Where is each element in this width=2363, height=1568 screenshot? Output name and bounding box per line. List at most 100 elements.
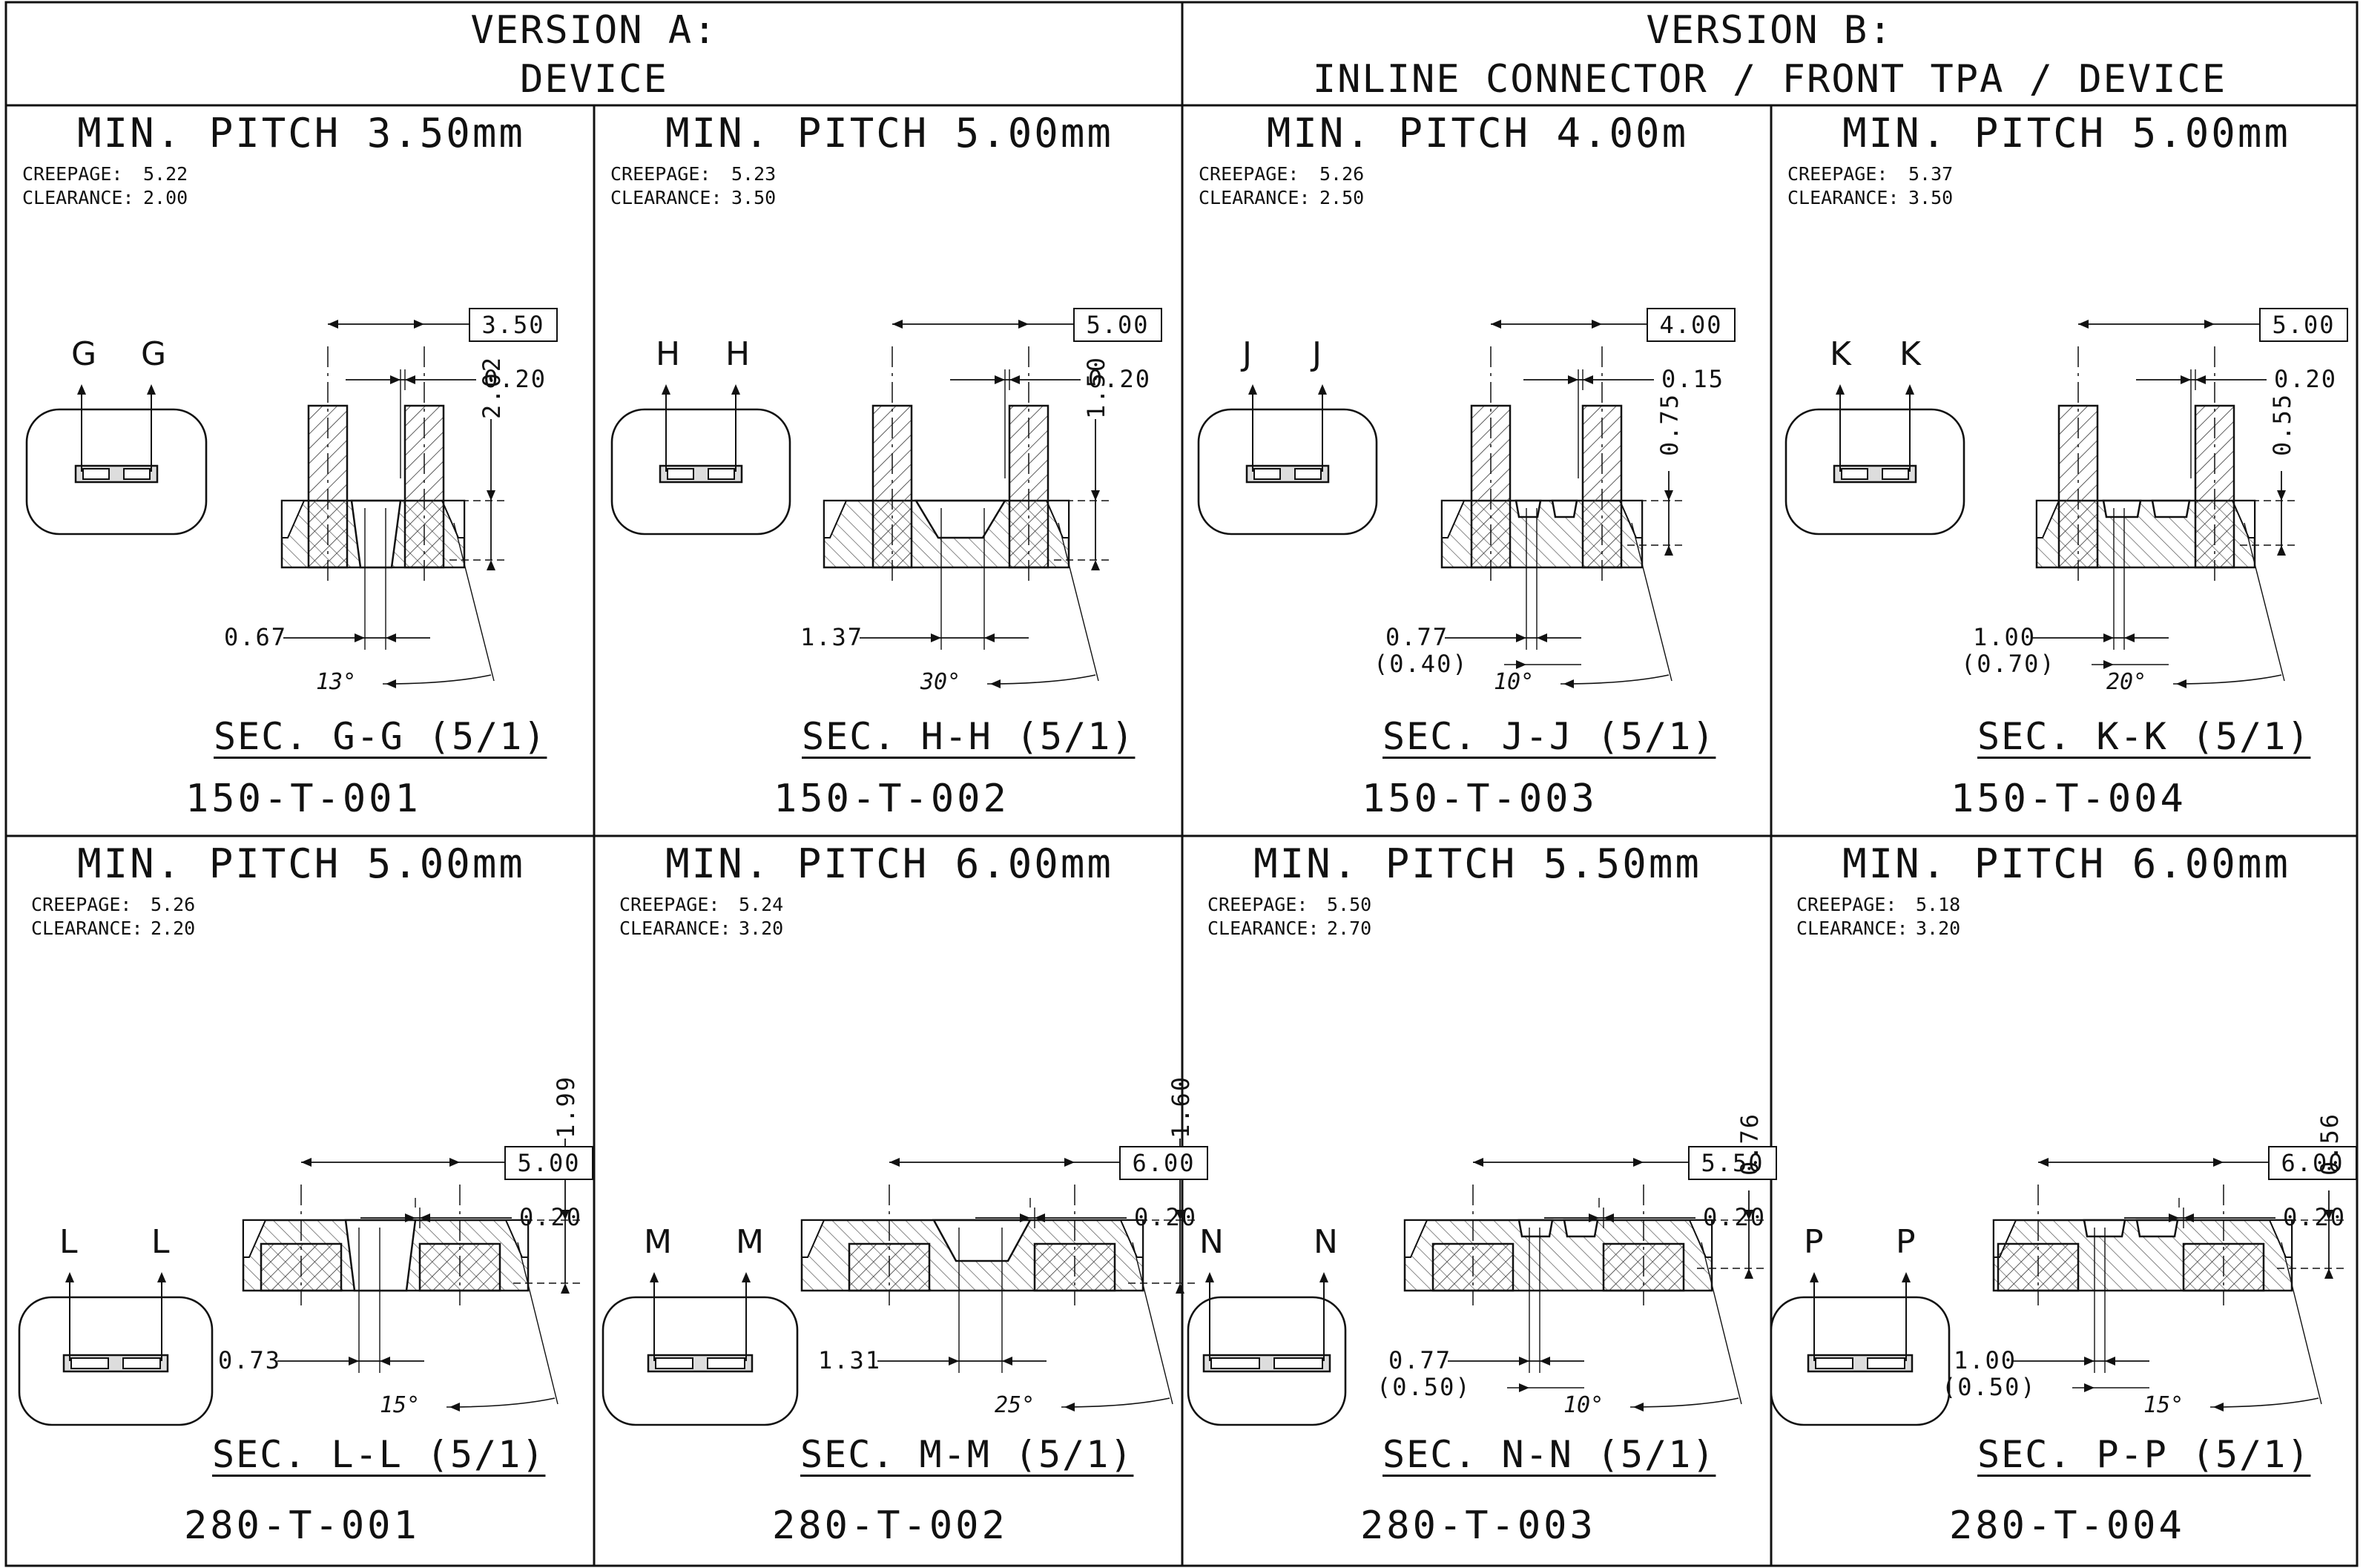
section-panel-n: MIN. PITCH 5.50mm CREEPAGE: 5.50 CLEARANCE:… [1182, 836, 1777, 1567]
gap-dimension [360, 1198, 512, 1228]
dimension-arrow [1744, 1268, 1753, 1279]
cut-letter-right: J [1312, 335, 1322, 373]
dimension-arrow [2176, 679, 2186, 688]
dimension-arrow [487, 560, 495, 570]
creepage-rib-slot [2102, 499, 2142, 518]
part-number: 150-T-003 [1362, 777, 1598, 821]
dimension-arrow [405, 375, 415, 384]
clearance-label: CLEARANCE: [619, 918, 731, 939]
dimension-arrow [328, 320, 338, 329]
cut-view-inset [1770, 1272, 1951, 1426]
dimension-arrow [1519, 1383, 1529, 1392]
height-dimension [449, 419, 507, 570]
slot-width-value: 1.37 [800, 623, 864, 651]
dimension-arrow [2324, 1210, 2333, 1220]
section-drawing [1187, 1158, 1765, 1426]
cut-letter-left: J [1242, 335, 1252, 373]
gap-value: 0.20 [1703, 1203, 1767, 1231]
height-value: 0.75 [1655, 392, 1684, 456]
section-label: SEC. P-P (5/1) [1977, 1433, 2311, 1476]
creepage-groove [914, 499, 1007, 539]
dimension-arrow [889, 1158, 900, 1167]
dimension-arrow [1568, 375, 1578, 384]
cut-letter-right: H [725, 335, 751, 373]
draft-angle-value: 30° [920, 669, 961, 695]
cross-section [823, 346, 1070, 582]
housing-chamfer-left [2036, 500, 2060, 538]
section-drawing [25, 320, 507, 688]
draft-angle-dimension [2172, 522, 2285, 688]
pitch-value-box: 6.00 [1119, 1146, 1208, 1180]
cut-letter-left: L [59, 1223, 78, 1261]
draft-angle-value: 25° [995, 1392, 1035, 1418]
creepage-label: CREEPAGE: [1207, 894, 1308, 915]
slot-width-dimension [1448, 1228, 1584, 1392]
dimension-arrow [1176, 1210, 1184, 1220]
pitch-title: MIN. PITCH 5.00mm [77, 840, 525, 887]
creepage-value: 5.22 [143, 163, 188, 185]
pitch-dimension [1491, 320, 1661, 329]
dimension-arrow [414, 320, 424, 329]
pitch-dimension [889, 1158, 1134, 1167]
slot-width-value: 0.67 [224, 623, 288, 651]
creepage-label: CREEPAGE: [22, 163, 123, 185]
dimension-arrow [1519, 1357, 1529, 1366]
cross-section [1440, 346, 1644, 582]
clearance-label: CLEARANCE: [1787, 187, 1899, 208]
cut-arrow-left [65, 1272, 74, 1282]
height-value: 1.99 [552, 1075, 580, 1139]
dimension-arrow [984, 633, 995, 642]
section-panel-g: MIN. PITCH 3.50mm CREEPAGE: 5.22 CLEARANCE:… [6, 105, 596, 836]
pitch-dimension [328, 320, 484, 329]
clearance-value: 2.50 [1319, 187, 1365, 208]
version-a-subtitle: DEVICE [520, 57, 668, 102]
gap-dimension [1544, 1198, 1695, 1228]
version-a-title: VERSION A: [470, 8, 718, 53]
draft-angle-value: 10° [1494, 669, 1535, 695]
creepage-value: 5.24 [739, 894, 784, 915]
section-panel-p: MIN. PITCH 6.00mm CREEPAGE: 5.18 CLEARANCE:… [1770, 836, 2362, 1567]
cut-arrow-left [1248, 384, 1257, 395]
dimension-arrow [449, 1403, 460, 1411]
cross-section [800, 1185, 1144, 1305]
slot-width-secondary-value: (0.50) [1377, 1373, 1471, 1401]
dimension-arrow [2213, 1403, 2224, 1411]
dimension-arrow [2169, 1213, 2179, 1222]
slot-width-dimension [860, 508, 1029, 650]
cut-letter-left: P [1804, 1223, 1824, 1261]
housing-chamfer-left [801, 1219, 825, 1258]
creepage-label: CREEPAGE: [610, 163, 711, 185]
cross-section [280, 346, 466, 582]
cut-view-inset [602, 1272, 799, 1426]
creepage-value: 5.26 [1319, 163, 1365, 185]
creepage-rib-slot [2135, 1219, 2179, 1238]
dimension-arrow [1091, 560, 1100, 570]
part-number: 280-T-003 [1360, 1503, 1596, 1548]
slot-width-dimension [2032, 508, 2169, 669]
section-label: SEC. N-N (5/1) [1382, 1433, 1716, 1476]
dimension-arrow [2084, 1383, 2095, 1392]
slot-width-secondary-value: (0.70) [1961, 650, 2056, 678]
dimension-arrow [380, 1357, 390, 1366]
slot-width-dimension [2013, 1228, 2149, 1392]
draft-angle-value: 20° [2106, 669, 2147, 695]
pitch-dimension [2078, 320, 2274, 329]
cut-arrow-right [731, 384, 740, 395]
cut-view-inset [1197, 384, 1378, 536]
cut-letter-left: M [644, 1223, 672, 1261]
slot-width-secondary-value: (0.50) [1942, 1373, 2037, 1401]
creepage-label: CREEPAGE: [1199, 163, 1299, 185]
cut-letter-left: N [1199, 1223, 1224, 1261]
dimension-arrow [892, 320, 903, 329]
slot-width-value: 0.73 [218, 1346, 282, 1374]
slot-width-dimension [277, 1228, 424, 1373]
draft-angle-dimension [986, 522, 1099, 688]
pitch-value-box: 5.00 [1073, 308, 1162, 342]
dimension-arrow [995, 375, 1005, 384]
dimension-arrow [1563, 679, 1574, 688]
creepage-rib-slot [1551, 499, 1578, 518]
dimension-arrow [1664, 490, 1673, 501]
height-value: 2.02 [478, 355, 506, 419]
cut-arrow-right [1319, 1272, 1328, 1282]
dimension-arrow [2078, 320, 2089, 329]
